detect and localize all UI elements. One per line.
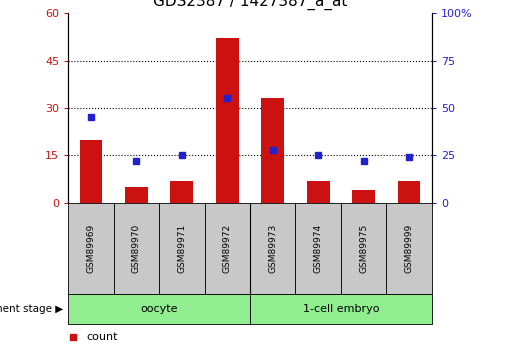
Bar bbox=[250, 294, 432, 324]
Bar bbox=[216, 38, 238, 203]
Text: 1-cell embryo: 1-cell embryo bbox=[302, 304, 379, 314]
Bar bbox=[307, 181, 330, 203]
Bar bbox=[386, 203, 432, 294]
Text: GSM89974: GSM89974 bbox=[314, 224, 323, 273]
Bar bbox=[159, 203, 205, 294]
Text: GSM89975: GSM89975 bbox=[359, 224, 368, 273]
Bar bbox=[398, 181, 420, 203]
Text: GSM89970: GSM89970 bbox=[132, 224, 141, 273]
Bar bbox=[262, 98, 284, 203]
Text: GSM89973: GSM89973 bbox=[268, 224, 277, 273]
Bar bbox=[250, 203, 295, 294]
Bar bbox=[125, 187, 148, 203]
Title: GDS2387 / 1427387_a_at: GDS2387 / 1427387_a_at bbox=[153, 0, 347, 10]
Bar bbox=[68, 294, 250, 324]
Text: development stage ▶: development stage ▶ bbox=[0, 304, 63, 314]
Bar bbox=[171, 181, 193, 203]
Bar bbox=[80, 140, 103, 203]
Bar bbox=[114, 203, 159, 294]
Bar bbox=[205, 203, 250, 294]
Bar bbox=[295, 203, 341, 294]
Text: count: count bbox=[86, 332, 118, 342]
Bar bbox=[68, 203, 114, 294]
Text: GSM89972: GSM89972 bbox=[223, 224, 232, 273]
Text: oocyte: oocyte bbox=[140, 304, 178, 314]
Text: GSM89969: GSM89969 bbox=[86, 224, 95, 273]
Text: GSM89971: GSM89971 bbox=[177, 224, 186, 273]
Bar bbox=[352, 190, 375, 203]
Bar bbox=[341, 203, 386, 294]
Text: GSM89999: GSM89999 bbox=[405, 224, 414, 273]
